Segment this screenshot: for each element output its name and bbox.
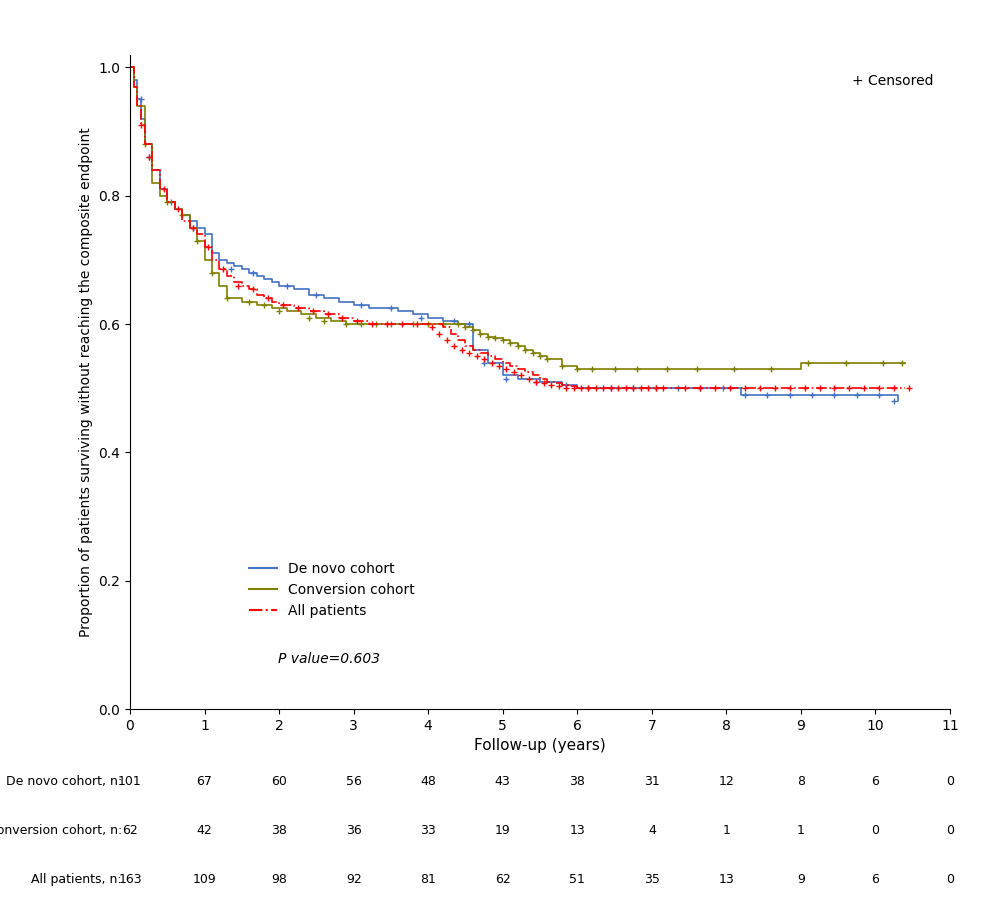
Text: 67: 67 <box>197 774 212 788</box>
Text: 9: 9 <box>797 873 805 886</box>
Text: 0: 0 <box>946 824 954 837</box>
Text: 35: 35 <box>644 873 660 886</box>
Text: 1: 1 <box>797 824 805 837</box>
Text: 12: 12 <box>718 774 734 788</box>
Text: 19: 19 <box>495 824 511 837</box>
Text: 81: 81 <box>420 873 436 886</box>
Text: 8: 8 <box>797 774 805 788</box>
Text: 33: 33 <box>420 824 436 837</box>
Text: 62: 62 <box>495 873 511 886</box>
Text: Conversion cohort, n:: Conversion cohort, n: <box>0 824 122 837</box>
Text: 48: 48 <box>420 774 436 788</box>
Text: 6: 6 <box>872 774 879 788</box>
Text: 1: 1 <box>722 824 730 837</box>
Text: 60: 60 <box>271 774 287 788</box>
Text: 42: 42 <box>197 824 212 837</box>
Text: 4: 4 <box>648 824 656 837</box>
Text: 109: 109 <box>193 873 216 886</box>
Legend: De novo cohort, Conversion cohort, All patients: De novo cohort, Conversion cohort, All p… <box>244 556 420 624</box>
Text: 98: 98 <box>271 873 287 886</box>
Text: 13: 13 <box>718 873 734 886</box>
Text: 43: 43 <box>495 774 511 788</box>
Text: 51: 51 <box>569 873 585 886</box>
Text: 0: 0 <box>946 873 954 886</box>
Text: + Censored: + Censored <box>852 75 934 88</box>
Text: 31: 31 <box>644 774 660 788</box>
Text: De novo cohort, n:: De novo cohort, n: <box>6 774 122 788</box>
Y-axis label: Proportion of patients surviving without reaching the composite endpoint: Proportion of patients surviving without… <box>79 127 93 636</box>
Text: 38: 38 <box>271 824 287 837</box>
Text: 36: 36 <box>346 824 362 837</box>
X-axis label: Follow-up (years): Follow-up (years) <box>474 738 606 754</box>
Text: P value=0.603: P value=0.603 <box>278 653 380 666</box>
Text: 56: 56 <box>346 774 362 788</box>
Text: 13: 13 <box>569 824 585 837</box>
Text: 6: 6 <box>872 873 879 886</box>
Text: 62: 62 <box>122 824 138 837</box>
Text: 0: 0 <box>871 824 879 837</box>
Text: 92: 92 <box>346 873 362 886</box>
Text: 163: 163 <box>118 873 142 886</box>
Text: 0: 0 <box>946 774 954 788</box>
Text: 101: 101 <box>118 774 142 788</box>
Text: 38: 38 <box>569 774 585 788</box>
Text: All patients, n:: All patients, n: <box>31 873 122 886</box>
